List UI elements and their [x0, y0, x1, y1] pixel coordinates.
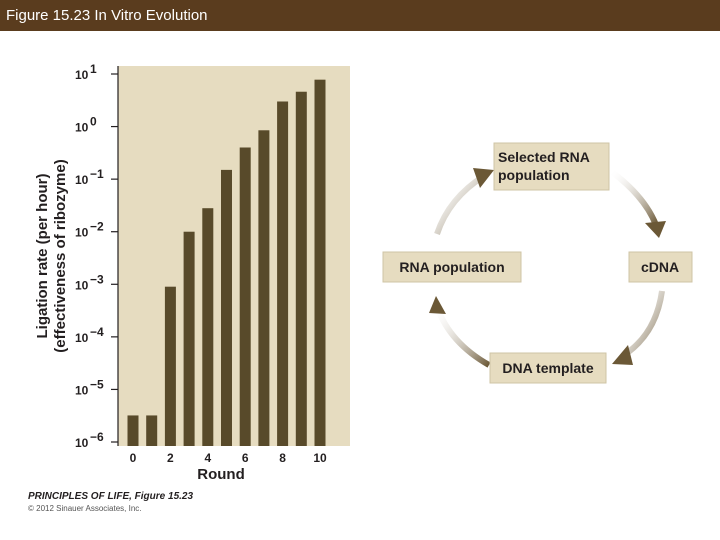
arrow-to-rna-population — [434, 305, 491, 368]
bar-round-9 — [295, 91, 307, 446]
bar-round-1 — [146, 415, 158, 446]
arrow-head-icon — [429, 296, 446, 314]
x-tick-label: 2 — [167, 451, 174, 465]
y-tick-base: 10 — [75, 436, 89, 450]
bar-round-5 — [221, 169, 232, 446]
y-tick-exponent: −4 — [90, 325, 104, 339]
footer-book-title: PRINCIPLES OF LIFE, Figure 15.23 — [28, 491, 194, 502]
bar-round-3 — [183, 231, 195, 446]
footer-copyright: © 2012 Sinauer Associates, Inc. — [28, 504, 142, 513]
y-tick-base: 10 — [75, 226, 89, 240]
x-tick-label: 0 — [130, 451, 137, 465]
bars — [127, 79, 326, 447]
node-rna-population-label: RNA population — [399, 259, 504, 275]
y-tick-base: 10 — [75, 68, 89, 82]
y-tick-exponent: −1 — [90, 167, 104, 181]
y-axis-label-line1: Ligation rate (per hour) — [34, 173, 51, 338]
node-rna-population: RNA population — [382, 251, 522, 283]
bar-round-6 — [239, 147, 251, 446]
bar-round-4 — [202, 208, 214, 446]
bar-round-0 — [127, 415, 139, 446]
y-tick-base: 10 — [75, 331, 89, 345]
arrow-to-selected-rna — [434, 173, 486, 235]
bar-round-7 — [258, 130, 270, 446]
bar-round-2 — [164, 286, 176, 446]
bar-round-10 — [314, 79, 326, 447]
node-selected-rna-line1: Selected RNA — [498, 149, 590, 165]
node-selected-rna-line2: population — [498, 167, 570, 183]
node-dna-template-label: DNA template — [502, 360, 593, 376]
node-cdna: c​DNA — [628, 251, 693, 283]
y-tick-exponent: 0 — [90, 115, 97, 129]
y-tick-exponent: −2 — [90, 220, 104, 234]
arrow-head-icon — [473, 168, 494, 188]
x-tick-label: 10 — [313, 451, 327, 465]
plot-area — [118, 66, 350, 446]
y-tick-exponent: −6 — [90, 430, 104, 444]
node-cdna-label: c​DNA — [641, 259, 679, 275]
y-tick-base: 10 — [75, 383, 89, 397]
bar-round-8 — [277, 101, 289, 447]
y-tick-base: 10 — [75, 121, 89, 135]
x-tick-label: 8 — [279, 451, 286, 465]
y-tick-base: 10 — [75, 278, 89, 292]
y-tick-exponent: 1 — [90, 62, 97, 76]
arrow-to-dna-template — [622, 290, 665, 358]
y-tick-base: 10 — [75, 173, 89, 187]
y-axis-label-line2: (effectiveness of ribozyme) — [52, 159, 69, 352]
x-tick-label: 6 — [242, 451, 249, 465]
y-tick-exponent: −5 — [90, 377, 104, 391]
arrow-head-icon — [612, 345, 633, 365]
y-tick-exponent: −3 — [90, 272, 104, 286]
title-bar: Figure 15.23 In Vitro Evolution — [0, 0, 720, 31]
x-tick-label: 4 — [204, 451, 211, 465]
arrow-head-icon — [645, 221, 666, 238]
x-ticks: 0 2 4 6 8 10 — [130, 451, 327, 465]
x-axis-label: Round — [197, 466, 244, 483]
figure-title: Figure 15.23 In Vitro Evolution — [6, 7, 208, 24]
node-dna-template: DNA template — [489, 352, 607, 384]
arrow-to-cdna — [610, 169, 659, 227]
evolution-cycle-diagram: Selected RNA population c​DNA DNA templa… — [382, 142, 693, 384]
node-selected-rna: Selected RNA population — [493, 142, 610, 191]
